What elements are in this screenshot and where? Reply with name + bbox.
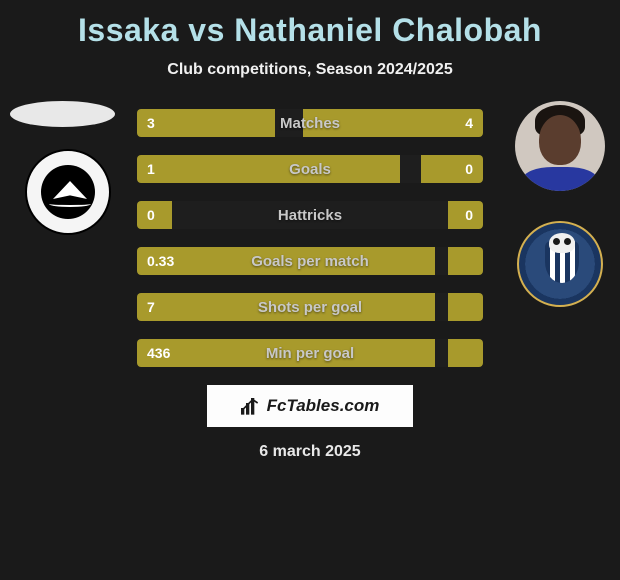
club-badge-right (517, 221, 603, 307)
subtitle: Club competitions, Season 2024/2025 (0, 61, 620, 79)
stat-value-right: 0 (455, 201, 483, 229)
player-avatar-placeholder-left (10, 101, 115, 127)
player-avatar-right (515, 101, 605, 191)
source-label: FcTables.com (267, 396, 380, 416)
stat-value-left: 0 (137, 201, 165, 229)
stat-value-left: 3 (137, 109, 165, 137)
stat-value-right: 0 (455, 155, 483, 183)
stat-value-right (463, 247, 483, 275)
stat-bars: 34Matches10Goals00Hattricks0.33Goals per… (137, 109, 483, 367)
source-badge: FcTables.com (207, 385, 413, 427)
stat-value-left: 436 (137, 339, 180, 367)
stat-bar-left (137, 339, 435, 367)
date-label: 6 march 2025 (0, 443, 620, 461)
stat-bar-left (137, 293, 435, 321)
stat-value-right: 4 (455, 109, 483, 137)
stat-value-left: 0.33 (137, 247, 184, 275)
stat-row: 0.33Goals per match (137, 247, 483, 275)
page-title: Issaka vs Nathaniel Chalobah (0, 12, 620, 49)
club-badge-left (25, 149, 111, 235)
stat-row: 7Shots per goal (137, 293, 483, 321)
stat-value-right (463, 293, 483, 321)
left-player-column (8, 101, 128, 235)
stat-row: 0 0Hattricks (137, 201, 483, 229)
comparison-chart: 34Matches10Goals00Hattricks0.33Goals per… (0, 109, 620, 367)
fctables-icon (241, 398, 261, 414)
stat-bar-left (137, 155, 400, 183)
stat-value-right (463, 339, 483, 367)
stat-row: 34Matches (137, 109, 483, 137)
stat-row: 436Min per goal (137, 339, 483, 367)
stat-label: Hattricks (137, 201, 483, 229)
stat-value-left: 7 (137, 293, 165, 321)
stat-row: 10Goals (137, 155, 483, 183)
stat-value-left: 1 (137, 155, 165, 183)
right-player-column (508, 101, 612, 307)
